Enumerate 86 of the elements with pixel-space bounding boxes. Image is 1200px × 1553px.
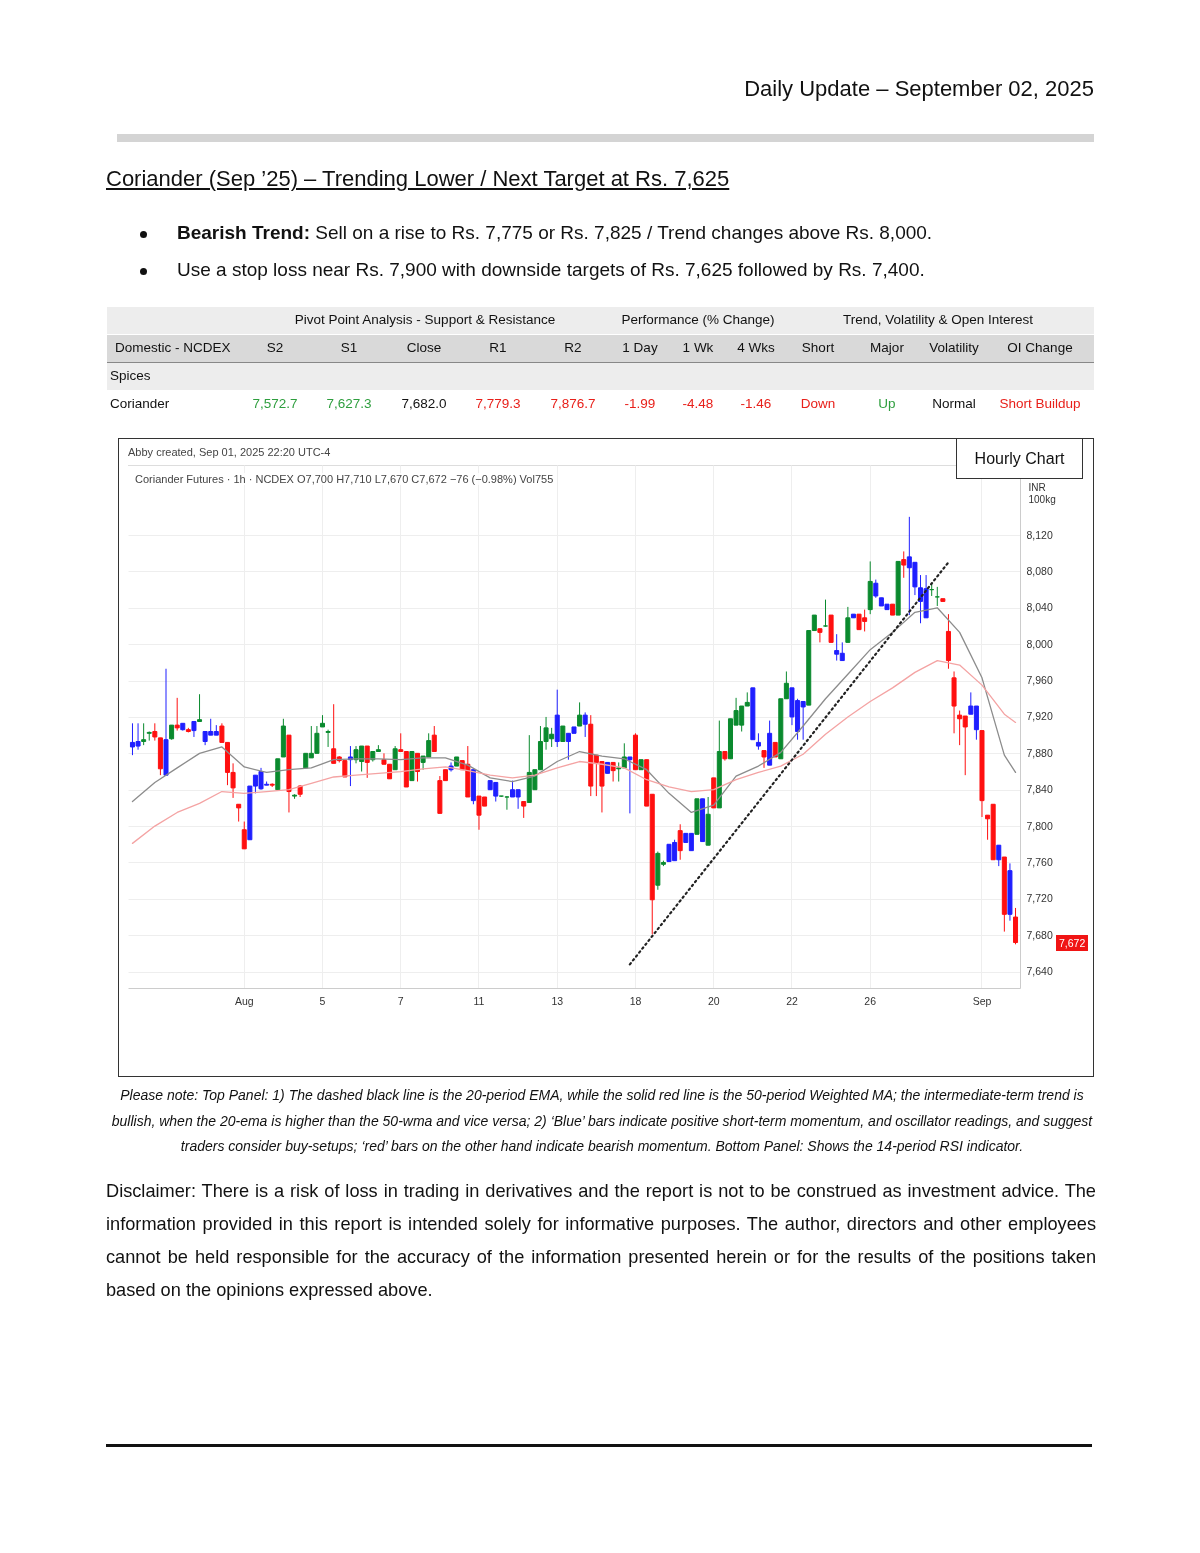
x-tick-label: 11 (473, 994, 485, 1007)
text: Performance (% Change) (621, 312, 775, 327)
candlestick (677, 823, 683, 861)
text: Daily Update – September 02, 2025 (744, 76, 1094, 102)
text: Major (870, 340, 904, 355)
text: S2 (266, 340, 284, 355)
text: Trend, Volatility & Open Interest (842, 312, 1034, 327)
text: Use a stop loss near Rs. 7,900 with downside targets of Rs. 7,625 followed by Rs. 7,400. (177, 259, 925, 281)
text: Coriander (Sep ’25) – Trending Lower / Next Target at Rs. 7,625 (106, 166, 730, 192)
text: Domestic - NCDEX (115, 340, 231, 355)
y-tick-label: 8,080 (1026, 564, 1053, 577)
x-tick-label: 7 (397, 994, 404, 1007)
y-tick-label: 8,120 (1026, 528, 1053, 541)
candlestick (996, 844, 1002, 867)
candlestick (901, 550, 907, 579)
candlestick (761, 750, 767, 769)
text: R1 (489, 340, 507, 355)
y-tick-label: 7,960 (1026, 674, 1053, 687)
text: Abby created, Sep 01, 2025 22:20 UTC-4 (128, 446, 331, 458)
text: Short Buildup (999, 396, 1081, 411)
chart-title: Hourly Chart (956, 438, 1083, 479)
x-tick-label: Aug (234, 994, 254, 1007)
y-tick-label: 8,000 (1026, 637, 1053, 650)
text: 4 Wks (737, 340, 775, 355)
text: 7,672 (1056, 934, 1089, 951)
text: R2 (564, 340, 582, 355)
text: Down (800, 396, 836, 411)
text: -4.48 (682, 396, 714, 411)
candlestick (577, 701, 583, 727)
text: Bearish Trend: Sell on a rise to Rs. 7,775 or Rs. 7,825 / Trend changes above Rs. 8,000. (177, 222, 933, 243)
candlestick (822, 599, 829, 628)
y-tick-label: 7,920 (1026, 710, 1053, 723)
text: S1 (340, 340, 358, 355)
candlestick (364, 745, 370, 779)
text: 1 Day (622, 340, 658, 355)
candlestick (241, 821, 247, 850)
y-axis-title: INR 100kg (1028, 481, 1056, 505)
x-tick-label: 20 (707, 994, 720, 1007)
candlestick (431, 725, 437, 753)
x-tick-label: Sep (972, 994, 992, 1007)
text: Disclaimer: There is a risk of loss in trading in derivatives and the report is not to be construed as investment advice. The information provided in this report is intended solely for informative purposes. The author, directors and other employees cannot be held responsible for the accuracy of the information presented herein or for the results of the positions taken based on the opinions expressed above. (106, 1180, 1096, 1302)
text: 7,779.3 (475, 396, 521, 411)
x-tick-label: 5 (319, 994, 326, 1007)
candlestick (582, 711, 588, 738)
x-tick-label: 13 (551, 994, 564, 1007)
text: Short (801, 340, 835, 355)
candlestick (392, 745, 398, 771)
candlestick (873, 579, 879, 599)
text: Coriander (110, 396, 170, 411)
text: Pivot Point Analysis - Support & Resistance (294, 312, 556, 327)
text: 7,876.7 (550, 396, 596, 411)
y-tick-label: 7,760 (1026, 855, 1053, 868)
line-series (131, 607, 1017, 814)
text: Volatility (929, 340, 979, 355)
text: 1 Wk (682, 340, 714, 355)
candlestick (504, 795, 510, 811)
text: 7,572.7 (252, 396, 298, 411)
candlestick (174, 697, 180, 732)
text: Please note: Top Panel: 1) The dashed black line is the 20-period EMA, while the solid red line is the 50-period Weighted MA; the intermediate-term trend is bullish, when the 20-ema is higher than the 50-wma and vice versa; 2) ‘Blue’ bars indicate positive short-term momentum, and oscillator readings, and suggest traders consider buy-setups; ‘red’ bars on the other hand indicate bearish momentum. Bottom Panel: Shows the 14-period RSI indicator. (110, 1086, 1094, 1156)
text: -1.46 (740, 396, 772, 411)
text: 7,627.3 (326, 396, 372, 411)
candlestick (141, 722, 147, 746)
y-tick-label: 7,680 (1026, 928, 1053, 941)
text: -1.99 (624, 396, 656, 411)
y-tick-label: 7,720 (1026, 892, 1053, 905)
y-tick-label: 7,640 (1026, 965, 1053, 978)
candlestick (817, 628, 823, 643)
y-tick-label: 8,040 (1026, 601, 1053, 614)
text: 7,682.0 (401, 396, 447, 411)
candlestick (934, 586, 940, 607)
x-tick-label: 26 (864, 994, 877, 1007)
y-tick-label: 7,800 (1026, 819, 1053, 832)
text: Coriander Futures · 1h · NCDEX O7,700 H7,710 L7,670 C7,672 −76 (−0.98%) Vol755 (135, 473, 554, 485)
candlestick (197, 693, 203, 722)
text: Up (878, 396, 896, 411)
x-tick-label: 18 (629, 994, 642, 1007)
candlestick (627, 756, 633, 814)
y-tick-label: 7,840 (1026, 783, 1053, 796)
text: Spices (110, 368, 151, 383)
y-tick-label: 7,880 (1026, 746, 1053, 759)
candlestick (325, 729, 331, 748)
text: OI Change (1007, 340, 1073, 355)
text: Close (406, 340, 442, 355)
line-series (131, 659, 1017, 845)
text: Normal (932, 396, 976, 411)
x-tick-label: 22 (786, 994, 798, 1007)
